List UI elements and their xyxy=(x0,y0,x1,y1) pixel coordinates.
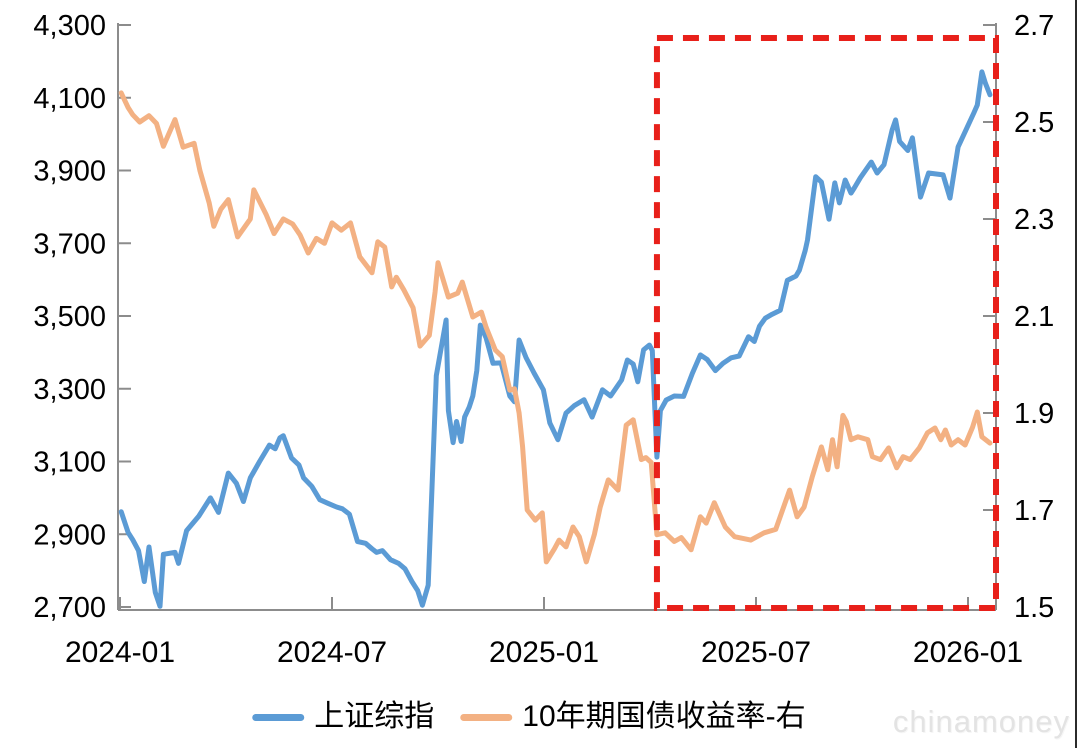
x-axis-tick-label: 2026-01 xyxy=(913,636,1023,669)
legend-item-cgb10y: 10年期国债收益率-右 xyxy=(460,700,806,733)
right-axis-tick-label: 2.1 xyxy=(1014,301,1054,333)
left-axis-tick-label: 3,900 xyxy=(33,156,106,188)
left-axis-tick-label: 4,100 xyxy=(33,83,106,115)
left-axis-tick-label: 2,700 xyxy=(33,592,106,624)
sse-line-swatch-icon xyxy=(252,713,305,721)
right-axis-tick-label: 2.7 xyxy=(1014,10,1054,42)
highlight-period-box xyxy=(653,35,999,611)
right-axis-tick-label: 1.9 xyxy=(1014,398,1054,430)
left-axis-tick-label: 3,500 xyxy=(33,301,106,333)
cgb-10y-yield-line xyxy=(118,90,993,565)
x-axis-tick-label: 2024-07 xyxy=(277,636,387,669)
right-axis-tick-label: 1.7 xyxy=(1014,495,1054,527)
legend-label-sse: 上证综指 xyxy=(314,700,435,733)
right-axis-tick-label: 2.5 xyxy=(1014,107,1054,139)
x-axis-tick-label: 2025-01 xyxy=(489,636,599,669)
sse-composite-line xyxy=(118,69,993,609)
x-axis-tick-label: 2025-07 xyxy=(701,636,811,669)
x-axis-tick-label: 2024-01 xyxy=(65,636,175,669)
right-axis-tick-label: 2.3 xyxy=(1014,204,1054,236)
legend-label-cgb10y: 10年期国债收益率-右 xyxy=(522,700,806,733)
chinamoney-watermark: chinamoney xyxy=(892,704,1070,739)
legend-item-sse: 上证综指 xyxy=(252,702,434,732)
screen-right-edge-line xyxy=(1075,0,1077,748)
cgb10y-line-swatch-icon xyxy=(460,713,513,721)
left-axis-tick-label: 3,100 xyxy=(33,447,106,479)
left-axis-tick-label: 2,900 xyxy=(33,519,106,551)
right-axis-tick-label: 1.5 xyxy=(1014,592,1054,624)
left-axis-tick-label: 3,300 xyxy=(33,374,106,406)
left-axis-tick-label: 3,700 xyxy=(33,228,106,260)
left-axis-tick-label: 4,300 xyxy=(33,10,106,42)
chart-legend: 上证综指 10年期国债收益率-右 xyxy=(252,700,806,733)
